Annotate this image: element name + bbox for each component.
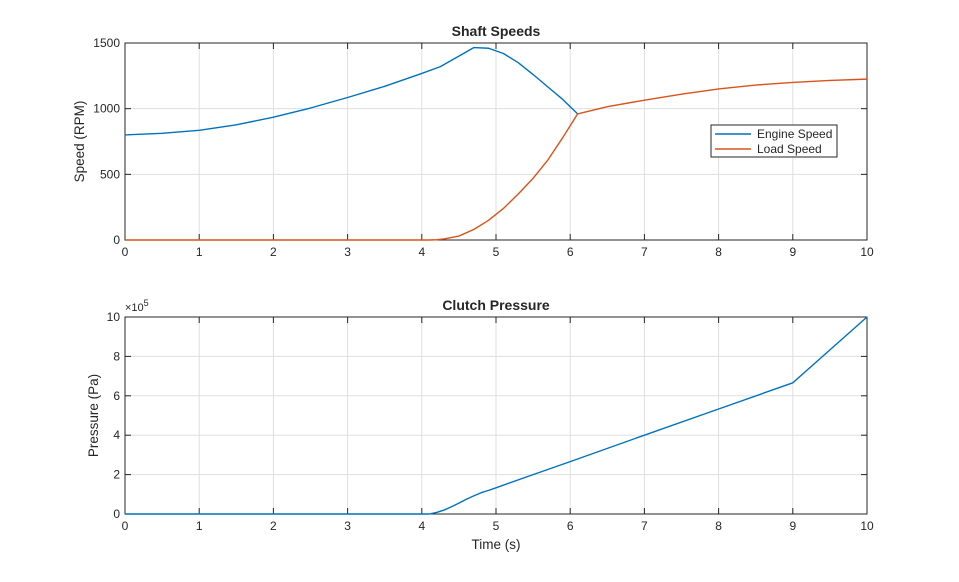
chart-1-y-tick-label: 1500: [93, 36, 120, 50]
chart-2-y-tick-label: 10: [107, 310, 121, 324]
chart-1-legend-label-1: Engine Speed: [757, 127, 832, 141]
chart-2-y-axis-label: Pressure (Pa): [86, 374, 101, 457]
chart-2-y-tick-label: 0: [113, 507, 120, 521]
chart-2-x-tick-label: 2: [270, 519, 277, 533]
chart-2-series-1-line: [125, 316, 868, 515]
chart-2-y-tick-label: 4: [113, 428, 120, 442]
chart-1-x-tick-label: 3: [344, 245, 351, 259]
chart-2-y-exponent-power: 5: [144, 298, 149, 308]
chart-2-y-tick-label: 6: [113, 389, 120, 403]
chart-1-y-tick-label: 0: [113, 233, 120, 247]
chart-2-title: Clutch Pressure: [442, 297, 550, 313]
chart-2-x-tick-label: 3: [344, 519, 351, 533]
chart-1-x-tick-label: 4: [418, 245, 425, 259]
chart-1-legend-box: [710, 124, 838, 158]
chart-1-legend-label-2: Load Speed: [757, 142, 822, 156]
chart-2-x-tick-label: 9: [789, 519, 796, 533]
chart-1-y-tick-label: 500: [100, 167, 120, 181]
chart-1-x-tick-label: 2: [270, 245, 277, 259]
chart-2-x-tick-label: 0: [122, 519, 129, 533]
chart-1-y-tick-label: 1000: [93, 102, 120, 116]
chart-1-series-engine-speed-line: [124, 46, 579, 136]
chart-2-x-tick-label: 10: [860, 519, 874, 533]
chart-2-y-tick-label: 8: [113, 349, 120, 363]
chart-2-x-tick-label: 8: [715, 519, 722, 533]
chart-2-x-tick-label: 5: [493, 519, 500, 533]
chart-2-y-tick-label: 2: [113, 468, 120, 482]
chart-1-x-tick-label: 8: [715, 245, 722, 259]
chart-1-title: Shaft Speeds: [452, 23, 541, 39]
chart-2-x-axis-label: Time (s): [472, 537, 521, 552]
chart-1-x-tick-label: 10: [860, 245, 874, 259]
chart-2-x-tick-label: 6: [567, 519, 574, 533]
chart-2-x-tick-label: 4: [418, 519, 425, 533]
chart-2-y-exponent-label: ×105: [125, 298, 149, 314]
chart-2-x-tick-label: 1: [196, 519, 203, 533]
chart-1-series-load-speed-line: [125, 78, 868, 241]
chart-2-y-exponent-base: ×10: [125, 302, 144, 314]
chart-1-x-tick-label: 1: [196, 245, 203, 259]
chart-1-x-tick-label: 7: [641, 245, 648, 259]
chart-1-y-axis-label: Speed (RPM): [72, 101, 87, 183]
chart-1-x-tick-label: 9: [789, 245, 796, 259]
chart-1-x-tick-label: 5: [493, 245, 500, 259]
chart-1-x-tick-label: 6: [567, 245, 574, 259]
chart-1-x-tick-label: 0: [122, 245, 129, 259]
chart-2-x-tick-label: 7: [641, 519, 648, 533]
